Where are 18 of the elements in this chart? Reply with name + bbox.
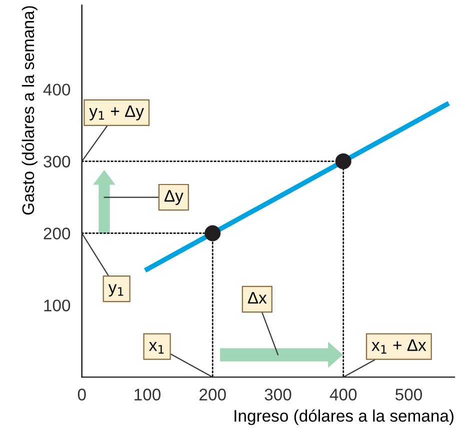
y-axis-title: Gasto (dólares a la semana) xyxy=(22,6,38,215)
x-tick-label: 0 xyxy=(78,388,86,400)
x-tick-label: 500 xyxy=(395,388,422,400)
x-tick-label: 100 xyxy=(134,388,160,400)
y-tick-label: 300 xyxy=(44,156,70,168)
y-tick-label: 100 xyxy=(44,300,70,312)
x-tick-label: 400 xyxy=(330,388,357,400)
annotation: y$_{1}$ xyxy=(108,284,124,296)
y-tick-label: 200 xyxy=(44,228,70,240)
x-tick-label: 300 xyxy=(264,388,292,400)
annotation: x$_{1}$ xyxy=(149,342,164,354)
annotation: y$_{1}$ + Δy xyxy=(89,105,144,120)
annotation: Δy xyxy=(164,190,184,206)
annotation: x$_{1}$ + Δx xyxy=(372,339,426,354)
x-tick-label: 200 xyxy=(200,388,226,400)
y-tick-label: 400 xyxy=(43,84,70,96)
x-axis-title: Ingreso (dólares a la semana) xyxy=(234,409,454,426)
annotation: Δx xyxy=(248,292,267,304)
